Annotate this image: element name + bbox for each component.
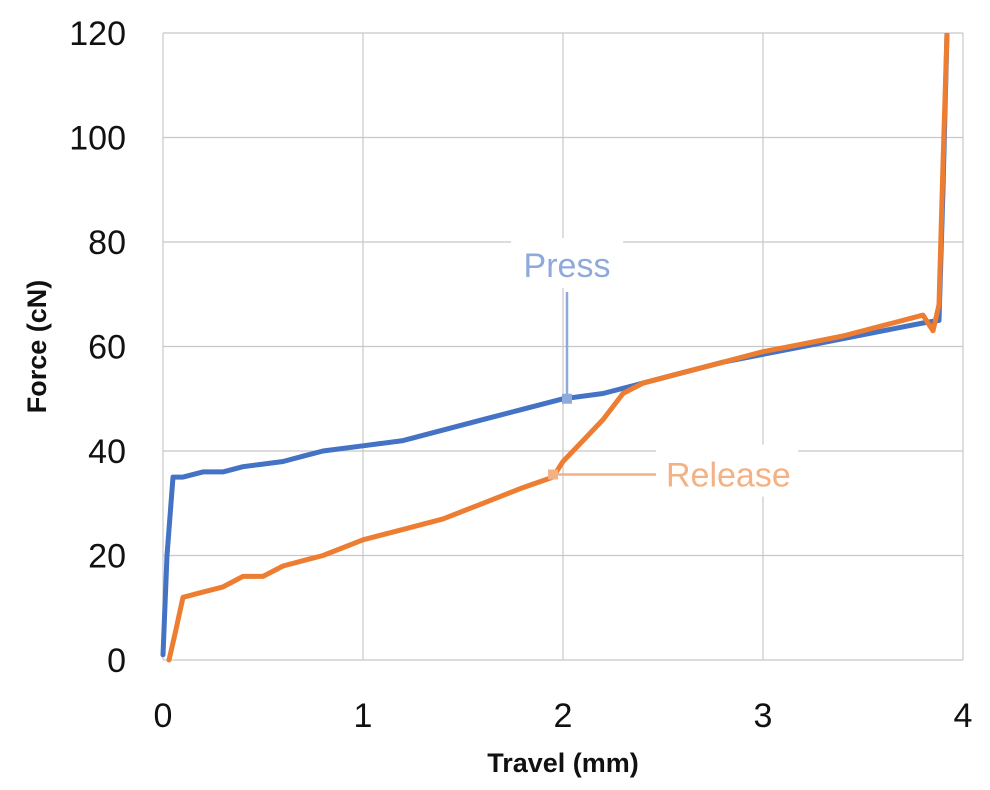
series-line-press (160, 33, 950, 658)
y-tick-label: 60 (88, 329, 126, 367)
y-tick-label: 20 (88, 538, 126, 576)
y-tick-label: 40 (88, 433, 126, 471)
series-lines (160, 33, 950, 663)
y-tick-label: 0 (107, 642, 126, 680)
y-axis-title: Force (cN) (22, 280, 52, 414)
release-label: Release (666, 457, 791, 495)
x-axis-title: Travel (mm) (487, 748, 639, 778)
x-tick-label: 1 (354, 697, 373, 735)
series-line-release (166, 33, 950, 663)
x-tick-label: 2 (554, 697, 573, 735)
tick-labels: 0 20 40 60 80 100 120 0 1 2 3 4 (69, 15, 972, 735)
x-tick-label: 3 (754, 697, 773, 735)
press-label: Press (524, 247, 611, 285)
release-callout-marker (548, 469, 558, 480)
press-label-background (511, 238, 623, 288)
x-tick-label: 4 (954, 697, 973, 735)
annotations: Press Release (511, 238, 798, 497)
y-tick-label: 100 (69, 120, 126, 158)
y-tick-label: 120 (69, 15, 126, 53)
x-tick-label: 0 (154, 697, 173, 735)
y-tick-label: 80 (88, 224, 126, 262)
release-label-background (656, 444, 798, 497)
press-callout-marker (562, 393, 572, 404)
